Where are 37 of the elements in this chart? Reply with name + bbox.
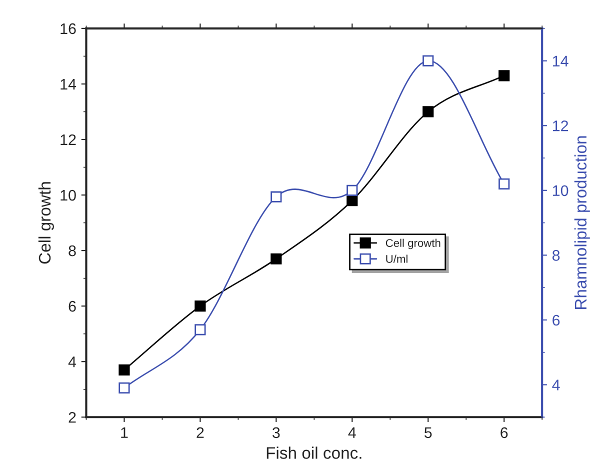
y-tick-label: 10 <box>60 190 76 201</box>
y2-tick-label: 14 <box>552 56 568 66</box>
y2-tick-label: 8 <box>552 250 560 261</box>
legend-label: U/ml <box>386 254 408 263</box>
point <box>498 70 510 82</box>
point <box>346 184 358 196</box>
y2-tick-label: 12 <box>552 120 568 132</box>
legend-label: Cell growth <box>386 238 440 250</box>
y2-axis-title: Rhamnolipid production <box>574 136 590 309</box>
point <box>346 195 358 206</box>
x-tick-label: 3 <box>272 427 280 438</box>
y-tick-label: 2 <box>68 412 76 423</box>
y2-tick-label: 10 <box>552 185 568 196</box>
y-tick-label: 8 <box>68 245 76 256</box>
y2-tick-label: 4 <box>552 380 560 390</box>
y-tick-label: 12 <box>60 134 76 146</box>
x-tick-label: 2 <box>196 427 204 438</box>
y-tick-label: 4 <box>68 356 76 368</box>
point <box>498 178 510 190</box>
y2-tick-label: 6 <box>552 314 560 326</box>
y-tick-label: 6 <box>68 300 76 312</box>
point <box>194 300 206 312</box>
point <box>118 382 130 394</box>
point <box>118 364 130 376</box>
x-tick-label: 4 <box>348 427 356 438</box>
x-tick-label: 5 <box>424 427 432 438</box>
point <box>422 106 434 118</box>
x-tick-label: 6 <box>500 427 508 438</box>
y-tick-label: 16 <box>60 23 76 34</box>
point <box>194 324 206 336</box>
x-tick-label: 1 <box>121 427 128 438</box>
point <box>422 55 434 66</box>
y-axis-title: Cell growth <box>38 182 54 264</box>
x-axis-title: Fish oil conc. <box>266 446 362 459</box>
y-tick-label: 14 <box>60 78 76 90</box>
point <box>270 253 282 264</box>
point <box>270 191 282 202</box>
